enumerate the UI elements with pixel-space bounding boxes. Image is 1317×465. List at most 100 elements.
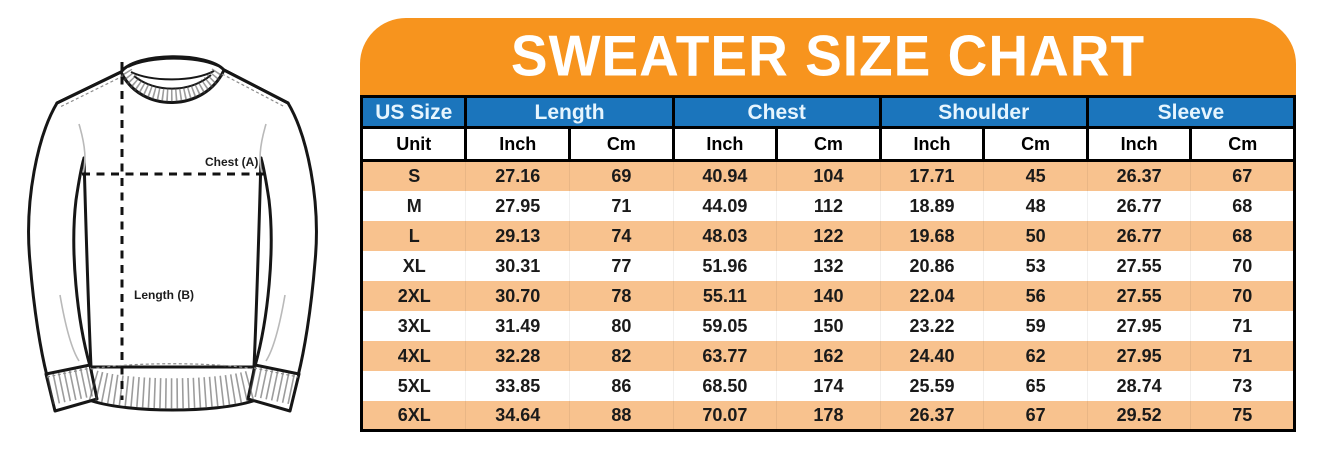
measurement-value-cell: 77 <box>569 250 674 281</box>
unit-header-cell: Inch <box>1085 126 1193 162</box>
measurement-value-cell: 174 <box>776 370 881 401</box>
right-shoulder-seam-dashed <box>221 73 286 108</box>
unit-header-row: Unit Inch Cm Inch Cm Inch Cm Inch Cm <box>359 126 1296 162</box>
measurement-value-cell: 27.55 <box>1086 280 1191 311</box>
measurement-value-cell: 67 <box>1190 159 1295 191</box>
measurement-value-cell: 31.49 <box>465 310 570 341</box>
collar-ribbing-texture <box>120 66 225 102</box>
title-banner: SWEATER SIZE CHART <box>360 18 1296 95</box>
measurement-value-cell: 45 <box>983 159 1088 191</box>
unit-header-cell: Cm <box>1189 126 1296 162</box>
table-row: 5XL 33.85 86 68.50 174 25.59 65 28.74 73 <box>361 370 1295 401</box>
unit-header-cell: Inch <box>878 126 986 162</box>
size-label-cell: M <box>361 190 466 221</box>
collar-back-seam <box>127 57 219 68</box>
measurement-value-cell: 26.77 <box>1086 190 1191 221</box>
table-row: 6XL 34.64 88 70.07 178 26.37 67 29.52 75 <box>361 400 1295 431</box>
size-table-body: S 27.16 69 40.94 104 17.71 45 26.37 67 M 27.95 71 44… <box>361 159 1295 431</box>
measurement-value-cell: 59 <box>983 310 1088 341</box>
unit-header-cell: Cm <box>982 126 1089 162</box>
right-sleeve-crease <box>265 294 286 362</box>
measurement-value-cell: 71 <box>1190 340 1295 371</box>
unit-header-cell: Inch <box>671 126 779 162</box>
unit-header-cell: Unit <box>359 126 468 162</box>
table-row: M 27.95 71 44.09 112 18.89 48 26.77 68 <box>361 190 1295 221</box>
table-row: XL 30.31 77 51.96 132 20.86 53 27.55 70 <box>361 250 1295 281</box>
size-chart-panel: SWEATER SIZE CHART US Size Length Chest … <box>359 0 1317 465</box>
measurement-value-cell: 112 <box>776 190 881 221</box>
sweater-diagram-panel: Chest (A) Length (B) <box>0 0 360 465</box>
size-table: US Size Length Chest Shoulder Sleeve Uni… <box>359 95 1297 432</box>
measurement-value-cell: 27.95 <box>1086 310 1191 341</box>
col-header-sleeve: Sleeve <box>1085 95 1297 129</box>
measurement-value-cell: 178 <box>776 400 881 431</box>
measurement-value-cell: 68.50 <box>672 370 777 401</box>
table-row: 3XL 31.49 80 59.05 150 23.22 59 27.95 71 <box>361 310 1295 341</box>
measurement-value-cell: 62 <box>983 340 1088 371</box>
table-row: L 29.13 74 48.03 122 19.68 50 26.77 68 <box>361 220 1295 251</box>
measurement-value-cell: 70 <box>1190 250 1295 281</box>
measurement-value-cell: 27.95 <box>465 190 570 221</box>
measurement-value-cell: 63.77 <box>672 340 777 371</box>
col-header-us-size: US Size <box>359 95 468 129</box>
measurement-value-cell: 30.70 <box>465 280 570 311</box>
measurement-value-cell: 26.37 <box>1086 159 1191 191</box>
measurement-value-cell: 53 <box>983 250 1088 281</box>
measurement-value-cell: 150 <box>776 310 881 341</box>
col-header-chest: Chest <box>671 95 882 129</box>
measurement-value-cell: 75 <box>1190 400 1295 431</box>
measurement-value-cell: 27.55 <box>1086 250 1191 281</box>
cuff-top-seam-dashed <box>46 367 299 378</box>
measurement-value-cell: 20.86 <box>879 250 984 281</box>
table-row: 4XL 32.28 82 63.77 162 24.40 62 27.95 71 <box>361 340 1295 371</box>
measurement-value-cell: 140 <box>776 280 881 311</box>
measurement-value-cell: 22.04 <box>879 280 984 311</box>
measurement-value-cell: 69 <box>569 159 674 191</box>
col-header-shoulder: Shoulder <box>878 95 1089 129</box>
measurement-value-cell: 19.68 <box>879 220 984 251</box>
measurement-value-cell: 44.09 <box>672 190 777 221</box>
chart-title: SWEATER SIZE CHART <box>510 23 1146 89</box>
measurement-value-cell: 132 <box>776 250 881 281</box>
measurement-value-cell: 80 <box>569 310 674 341</box>
measurement-value-cell: 17.71 <box>879 159 984 191</box>
size-label-cell: 2XL <box>361 280 466 311</box>
measurement-value-cell: 68 <box>1190 220 1295 251</box>
measurement-value-cell: 73 <box>1190 370 1295 401</box>
measurement-value-cell: 68 <box>1190 190 1295 221</box>
measurement-value-cell: 27.95 <box>1086 340 1191 371</box>
measurement-value-cell: 78 <box>569 280 674 311</box>
measurement-value-cell: 33.85 <box>465 370 570 401</box>
collar-inner-seam <box>130 70 215 81</box>
measurement-value-cell: 48 <box>983 190 1088 221</box>
size-label-cell: S <box>361 159 466 191</box>
measurement-value-cell: 70.07 <box>672 400 777 431</box>
measurement-value-cell: 29.13 <box>465 220 570 251</box>
measurement-value-cell: 67 <box>983 400 1088 431</box>
measurement-value-cell: 71 <box>569 190 674 221</box>
unit-header-cell: Inch <box>464 126 572 162</box>
measurement-value-cell: 34.64 <box>465 400 570 431</box>
measurement-value-cell: 48.03 <box>672 220 777 251</box>
left-sleeve-crease <box>59 294 80 362</box>
measurement-value-cell: 24.40 <box>879 340 984 371</box>
measurement-value-cell: 40.94 <box>672 159 777 191</box>
measurement-value-cell: 59.05 <box>672 310 777 341</box>
size-label-cell: 6XL <box>361 400 466 431</box>
measurement-value-cell: 71 <box>1190 310 1295 341</box>
chest-measure-label: Chest (A) <box>205 155 258 169</box>
measurement-value-cell: 74 <box>569 220 674 251</box>
measurement-value-cell: 65 <box>983 370 1088 401</box>
size-label-cell: L <box>361 220 466 251</box>
measurement-value-cell: 25.59 <box>879 370 984 401</box>
table-row: 2XL 30.70 78 55.11 140 22.04 56 27.55 70 <box>361 280 1295 311</box>
left-armhole-crease <box>78 123 86 175</box>
measurement-value-cell: 23.22 <box>879 310 984 341</box>
size-label-cell: 5XL <box>361 370 466 401</box>
measurement-value-cell: 122 <box>776 220 881 251</box>
group-header-row: US Size Length Chest Shoulder Sleeve <box>359 95 1297 129</box>
right-armhole-crease <box>259 123 267 175</box>
measurement-value-cell: 32.28 <box>465 340 570 371</box>
unit-header-cell: Cm <box>568 126 675 162</box>
